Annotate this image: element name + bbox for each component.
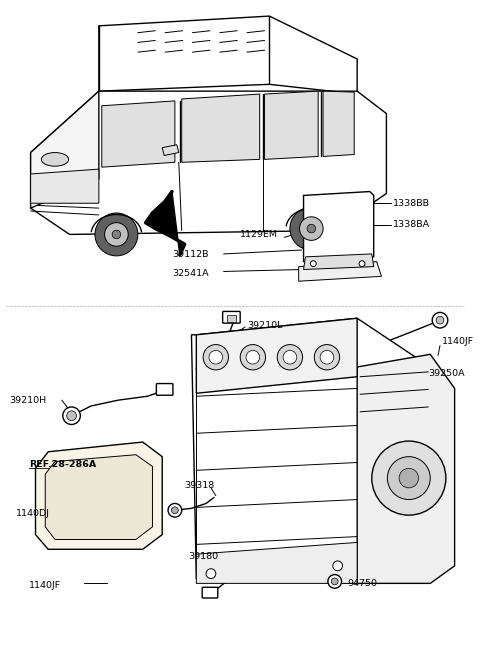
Ellipse shape bbox=[41, 153, 69, 166]
Circle shape bbox=[95, 213, 138, 256]
Polygon shape bbox=[357, 354, 455, 583]
Text: 1338BA: 1338BA bbox=[393, 220, 431, 229]
Circle shape bbox=[331, 578, 338, 585]
Polygon shape bbox=[145, 192, 185, 255]
Text: 1338BB: 1338BB bbox=[393, 199, 430, 208]
Polygon shape bbox=[303, 254, 374, 270]
Polygon shape bbox=[45, 455, 153, 539]
Circle shape bbox=[105, 222, 128, 246]
Text: 39110: 39110 bbox=[345, 265, 374, 274]
Text: 39210H: 39210H bbox=[9, 396, 46, 405]
Circle shape bbox=[328, 575, 342, 588]
Polygon shape bbox=[162, 145, 179, 155]
Circle shape bbox=[67, 411, 76, 420]
Circle shape bbox=[63, 407, 80, 424]
Circle shape bbox=[277, 344, 302, 370]
Circle shape bbox=[240, 344, 265, 370]
Polygon shape bbox=[192, 318, 430, 583]
Text: 39318: 39318 bbox=[185, 482, 215, 491]
Polygon shape bbox=[36, 442, 162, 549]
Circle shape bbox=[168, 503, 182, 517]
Polygon shape bbox=[102, 101, 175, 167]
FancyBboxPatch shape bbox=[223, 312, 240, 323]
Polygon shape bbox=[31, 91, 99, 208]
Text: 1140JF: 1140JF bbox=[442, 337, 474, 346]
Circle shape bbox=[387, 457, 430, 500]
Text: 94750: 94750 bbox=[348, 579, 377, 588]
FancyBboxPatch shape bbox=[156, 384, 173, 396]
Circle shape bbox=[372, 441, 446, 515]
Polygon shape bbox=[323, 91, 354, 156]
Circle shape bbox=[320, 350, 334, 364]
Polygon shape bbox=[196, 543, 357, 583]
Text: 39250A: 39250A bbox=[428, 369, 465, 379]
Circle shape bbox=[359, 260, 365, 266]
Polygon shape bbox=[31, 169, 99, 203]
FancyBboxPatch shape bbox=[202, 587, 218, 598]
Circle shape bbox=[283, 350, 297, 364]
Circle shape bbox=[311, 260, 316, 266]
Circle shape bbox=[290, 207, 333, 250]
Polygon shape bbox=[99, 16, 357, 94]
Circle shape bbox=[436, 316, 444, 324]
Polygon shape bbox=[31, 91, 386, 234]
Circle shape bbox=[399, 468, 419, 488]
Text: 1140JF: 1140JF bbox=[29, 581, 61, 590]
Circle shape bbox=[203, 344, 228, 370]
Text: 39180: 39180 bbox=[189, 552, 219, 561]
Polygon shape bbox=[182, 94, 260, 162]
FancyBboxPatch shape bbox=[227, 316, 236, 322]
Circle shape bbox=[300, 216, 323, 240]
Circle shape bbox=[246, 350, 260, 364]
Polygon shape bbox=[264, 91, 318, 159]
Text: 39210L: 39210L bbox=[247, 321, 282, 329]
Polygon shape bbox=[299, 262, 382, 281]
Text: 39112B: 39112B bbox=[172, 251, 208, 259]
Circle shape bbox=[171, 507, 178, 514]
Circle shape bbox=[333, 561, 343, 571]
Circle shape bbox=[432, 312, 448, 328]
Text: REF.28-286A: REF.28-286A bbox=[29, 460, 96, 469]
Text: 1129EM: 1129EM bbox=[240, 230, 278, 239]
Text: 1140DJ: 1140DJ bbox=[16, 508, 50, 518]
Text: 32541A: 32541A bbox=[172, 269, 209, 278]
Circle shape bbox=[112, 230, 120, 239]
Circle shape bbox=[307, 224, 316, 233]
Polygon shape bbox=[303, 192, 374, 262]
Circle shape bbox=[206, 569, 216, 579]
Polygon shape bbox=[196, 318, 357, 394]
Circle shape bbox=[209, 350, 223, 364]
Circle shape bbox=[314, 344, 340, 370]
